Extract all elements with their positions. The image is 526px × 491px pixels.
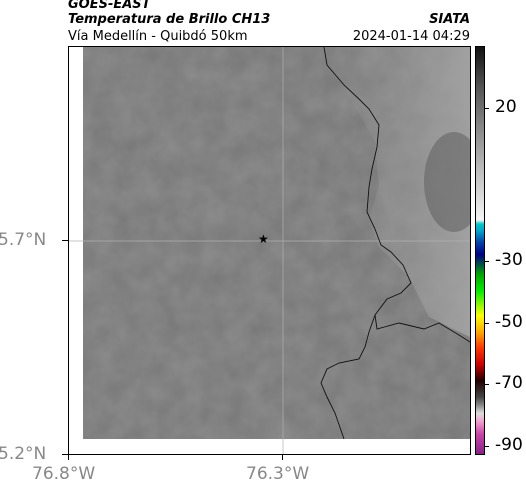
satellite-name: GOES-EAST bbox=[68, 0, 151, 12]
lon-tick-1 bbox=[68, 455, 69, 460]
colorbar-label: -90 bbox=[495, 434, 523, 455]
colorbar-tick bbox=[485, 322, 489, 324]
border-line-south bbox=[320, 314, 376, 440]
star-icon[interactable]: ★ bbox=[258, 232, 269, 246]
no-data-bottom bbox=[83, 439, 470, 454]
map-canvas bbox=[69, 47, 470, 454]
lon-tick-2 bbox=[282, 455, 283, 460]
colorbar-label: 20 bbox=[495, 96, 517, 117]
satellite-map[interactable]: ★ bbox=[68, 46, 471, 455]
brand-label: SIATA bbox=[429, 12, 470, 27]
colorbar-tick bbox=[485, 384, 489, 386]
timestamp: 2024-01-14 04:29 bbox=[352, 29, 470, 44]
lat-label-1: 5.7°N bbox=[0, 230, 47, 250]
region-subtitle: Vía Medellín - Quibdó 50km bbox=[68, 29, 248, 44]
colorbar-tick bbox=[485, 261, 489, 263]
product-title: Temperatura de Brillo CH13 bbox=[68, 12, 271, 27]
lat-label-2: 5.2°N bbox=[0, 444, 47, 464]
border-line-north bbox=[323, 47, 470, 343]
eastern-light-region bbox=[327, 47, 470, 337]
colorbar-label: -70 bbox=[495, 373, 523, 394]
colorbar bbox=[475, 46, 485, 455]
colorbar-tick bbox=[485, 107, 489, 109]
lon-label-1: 76.8°W bbox=[32, 464, 96, 484]
lat-tick-2 bbox=[62, 454, 68, 455]
colorbar-label: -30 bbox=[495, 250, 523, 271]
lon-label-2: 76.3°W bbox=[246, 464, 310, 484]
colorbar-tick bbox=[485, 445, 489, 447]
dark-cloud-patch bbox=[424, 132, 470, 232]
colorbar-label: -50 bbox=[495, 311, 523, 332]
no-data-strip bbox=[69, 47, 83, 454]
lat-tick-1 bbox=[62, 240, 68, 241]
